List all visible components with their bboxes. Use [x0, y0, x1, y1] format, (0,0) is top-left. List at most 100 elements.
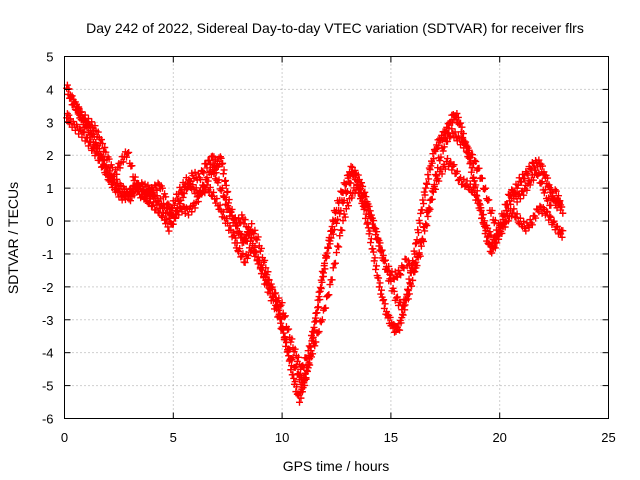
data-point	[469, 151, 476, 159]
data-point	[331, 259, 339, 267]
data-point	[458, 123, 466, 131]
data-point	[377, 248, 385, 256]
data-point	[558, 203, 566, 211]
data-point	[109, 179, 117, 187]
data-point	[185, 211, 193, 219]
data-point	[553, 195, 561, 203]
data-point	[421, 191, 429, 199]
data-point	[272, 289, 280, 297]
data-point	[526, 181, 534, 189]
data-point	[361, 188, 369, 196]
data-point	[121, 196, 129, 204]
data-point	[448, 125, 456, 133]
data-point	[213, 195, 221, 203]
data-point	[330, 226, 338, 234]
data-point	[275, 294, 283, 302]
data-point	[311, 318, 319, 326]
x-axis-label: GPS time / hours	[283, 458, 390, 474]
data-point	[94, 128, 102, 136]
data-point	[364, 219, 372, 227]
data-point	[144, 181, 152, 189]
data-point	[327, 234, 335, 242]
data-point	[424, 171, 432, 179]
data-point	[334, 215, 342, 223]
data-point	[218, 160, 226, 168]
data-point	[529, 176, 537, 184]
data-point	[425, 175, 433, 183]
data-point	[328, 276, 336, 284]
data-point	[303, 355, 311, 363]
data-point	[216, 201, 224, 209]
data-point	[386, 313, 394, 321]
data-point	[119, 158, 127, 166]
data-point	[244, 224, 252, 232]
data-point	[259, 264, 267, 272]
data-point	[222, 177, 230, 185]
data-point	[385, 262, 393, 270]
grid-lines	[64, 56, 609, 419]
data-point	[131, 173, 139, 181]
data-point	[210, 188, 218, 196]
data-point	[87, 138, 95, 146]
data-point	[461, 182, 469, 190]
data-point	[71, 98, 79, 106]
data-point	[128, 189, 136, 197]
data-point	[205, 157, 213, 165]
data-point	[300, 363, 308, 371]
data-point	[170, 214, 178, 222]
data-point	[538, 162, 546, 170]
data-point	[103, 167, 111, 175]
data-point	[528, 221, 536, 229]
data-point	[395, 266, 403, 274]
data-point	[428, 187, 436, 195]
data-point	[393, 293, 401, 301]
data-point	[200, 169, 208, 177]
data-point	[476, 201, 484, 209]
data-point	[347, 179, 355, 187]
data-point	[335, 243, 343, 251]
data-point	[367, 211, 375, 219]
data-point	[471, 157, 479, 165]
data-point	[255, 257, 263, 265]
data-point	[203, 164, 211, 172]
data-point	[270, 290, 278, 298]
data-point	[239, 250, 247, 258]
y-tick-labels: -6 -5 -4 -3 -2 -1 0 1 2 3 4 5	[42, 50, 54, 427]
data-point	[504, 217, 512, 225]
data-point	[520, 217, 528, 225]
data-point	[309, 350, 317, 358]
data-point	[204, 177, 212, 185]
data-point	[236, 245, 244, 253]
data-point	[422, 220, 430, 228]
data-point	[366, 227, 374, 235]
data-point	[422, 184, 430, 192]
data-point	[180, 189, 188, 197]
data-point	[339, 217, 347, 225]
data-point	[416, 252, 424, 260]
data-point	[297, 394, 305, 402]
data-point	[365, 202, 373, 210]
data-point	[425, 204, 433, 212]
data-point	[404, 287, 412, 295]
data-point	[535, 169, 543, 177]
data-point	[333, 249, 340, 257]
data-point	[181, 209, 189, 217]
data-point	[369, 245, 377, 253]
data-point	[421, 227, 429, 235]
data-point	[416, 219, 424, 227]
data-point	[113, 184, 121, 192]
data-point	[179, 193, 187, 201]
data-point	[457, 119, 465, 127]
data-point	[389, 274, 397, 282]
data-point	[174, 204, 182, 212]
data-point	[217, 154, 225, 162]
data-point	[484, 224, 492, 232]
data-point	[515, 174, 523, 182]
data-point	[399, 311, 407, 319]
data-point	[446, 133, 454, 141]
data-point	[322, 304, 330, 312]
data-point	[413, 262, 421, 270]
data-point	[290, 374, 298, 382]
data-point	[410, 268, 418, 276]
data-point	[97, 136, 105, 144]
